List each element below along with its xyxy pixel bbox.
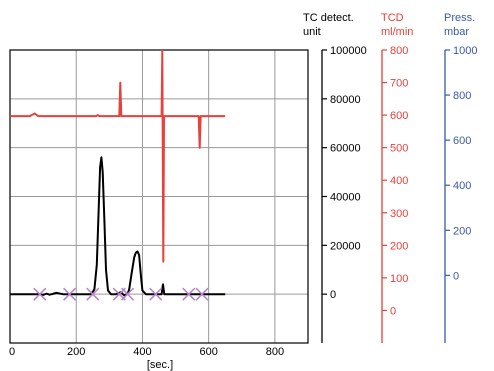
y-tick-label-tcd: 0 — [390, 305, 396, 317]
y-tick-label-tcd: 800 — [390, 45, 408, 57]
x-marker-stroke — [33, 287, 47, 301]
y-tick-label-press: 0 — [453, 270, 459, 282]
x-tick-label: 600 — [199, 346, 217, 358]
x-marker-stroke — [182, 287, 196, 301]
y-tick-label-tc: 40000 — [330, 192, 361, 204]
x-tick-label: 800 — [266, 346, 284, 358]
x-marker-stroke — [121, 287, 135, 301]
x-marker — [63, 287, 77, 301]
y-axis-title-press: mbar — [444, 26, 469, 38]
y-tick-label-press: 200 — [453, 225, 471, 237]
x-marker — [86, 287, 100, 301]
y-tick-label-tcd: 600 — [390, 110, 408, 122]
y-tick-label-tcd: 200 — [390, 240, 408, 252]
y-tick-label-tcd: 400 — [390, 175, 408, 187]
x-tick-label: 400 — [133, 346, 151, 358]
x-axis: 0 200 400 600 800 [sec.] — [9, 346, 284, 371]
y-tick-label-press: 1000 — [453, 45, 477, 57]
y-axis-title-tcd: TCD — [381, 12, 404, 24]
y-tick-label-tc: 80000 — [330, 94, 361, 106]
x-tick-label: 0 — [9, 346, 15, 358]
x-axis-label: [sec.] — [147, 359, 173, 371]
y-axis-title-tcd: ml/min — [381, 26, 413, 38]
x-marker — [121, 287, 135, 301]
series-layer — [10, 49, 226, 297]
x-marker-stroke — [149, 287, 163, 301]
y-tick-label-press: 400 — [453, 180, 471, 192]
x-marker-stroke — [195, 287, 209, 301]
y-tick-label-press: 600 — [453, 135, 471, 147]
plot-frame — [9, 49, 309, 344]
y-tick-label-tc: 100000 — [330, 45, 367, 57]
y-tick-label-tc: 20000 — [330, 240, 361, 252]
x-marker — [195, 287, 209, 301]
y-axes: TC detect.unit10000080000600004000020000… — [303, 12, 477, 343]
x-tick-label: 200 — [67, 346, 85, 358]
series-line-tc — [10, 156, 226, 297]
marker-layer — [33, 287, 209, 301]
series-line-tcd — [10, 49, 226, 263]
y-tick-label-tcd: 700 — [390, 78, 408, 90]
y-tick-label-tc: 60000 — [330, 143, 361, 155]
y-axis-title-tc: TC detect. — [303, 12, 354, 24]
x-marker-stroke — [86, 287, 100, 301]
x-marker-stroke — [63, 287, 77, 301]
x-marker — [149, 287, 163, 301]
y-axis-title-press: Press. — [444, 12, 475, 24]
y-tick-label-tcd: 100 — [390, 273, 408, 285]
y-tick-label-press: 800 — [453, 90, 471, 102]
x-marker — [182, 287, 196, 301]
y-tick-label-tcd: 500 — [390, 143, 408, 155]
y-tick-label-tcd: 300 — [390, 208, 408, 220]
grid — [10, 50, 308, 343]
y-axis-title-tc: unit — [303, 26, 321, 38]
x-marker — [33, 287, 47, 301]
y-tick-label-tc: 0 — [330, 289, 336, 301]
